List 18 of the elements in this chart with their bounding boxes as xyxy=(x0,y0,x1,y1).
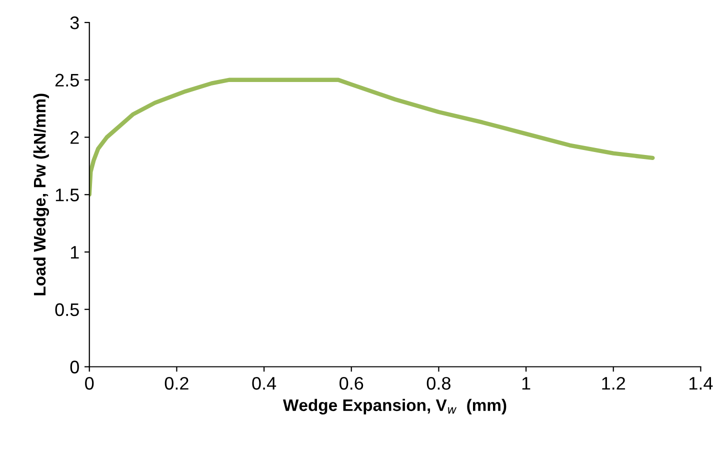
x-tick-label: 0.2 xyxy=(164,376,188,390)
y-tick-label: 0 xyxy=(70,360,79,374)
x-tick-label: 1 xyxy=(522,377,530,390)
y-tick-label: 0.5 xyxy=(55,303,79,316)
y-tick-label: 2 xyxy=(70,131,79,144)
line-series xyxy=(89,78,655,197)
y-tick-label: 3 xyxy=(70,16,79,30)
x-tick-label: 0.6 xyxy=(340,376,364,390)
x-tick-label: 0 xyxy=(85,376,94,390)
x-axis-title: Wedge Expansion, V$_{w}$ (mm) xyxy=(282,398,506,414)
x-tick-label: 1.4 xyxy=(690,377,713,390)
x-tick-label: 1.2 xyxy=(602,376,626,390)
y-tick-label: 2.5 xyxy=(55,74,79,87)
y-tick-label: 1 xyxy=(70,246,79,259)
x-tick-label: 0.4 xyxy=(252,376,276,390)
y-tick-label: 1.5 xyxy=(56,188,79,202)
x-tick-label: 0.8 xyxy=(426,376,450,390)
y-axis-title: Load Wedge, Pw (kN/mm) xyxy=(33,94,49,296)
